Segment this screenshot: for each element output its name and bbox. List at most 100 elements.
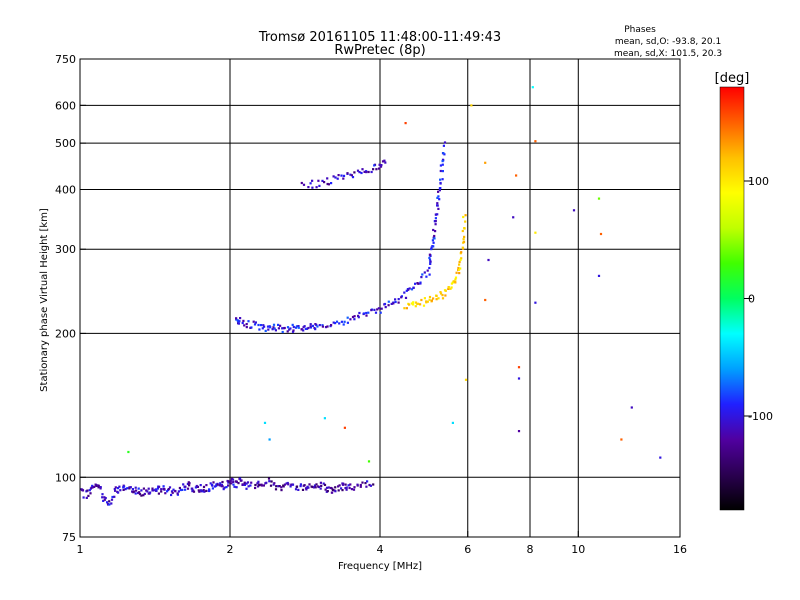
data-point bbox=[441, 163, 444, 166]
data-point bbox=[620, 438, 623, 441]
data-point bbox=[134, 492, 137, 495]
data-point bbox=[405, 289, 408, 292]
data-point bbox=[307, 486, 310, 489]
data-point bbox=[269, 326, 272, 329]
data-point bbox=[470, 104, 473, 107]
data-point bbox=[267, 328, 270, 331]
data-point bbox=[322, 482, 325, 485]
data-point bbox=[366, 480, 369, 483]
data-point bbox=[405, 307, 408, 310]
data-point bbox=[350, 488, 353, 491]
data-point bbox=[101, 493, 104, 496]
data-point bbox=[184, 488, 187, 491]
data-point bbox=[346, 321, 349, 324]
data-point bbox=[237, 322, 240, 325]
data-point bbox=[358, 171, 361, 174]
colorbar bbox=[719, 86, 745, 511]
data-point bbox=[357, 316, 360, 319]
data-point bbox=[433, 237, 436, 240]
data-point bbox=[106, 501, 109, 504]
data-point bbox=[441, 297, 445, 300]
data-point bbox=[126, 487, 129, 490]
data-point bbox=[192, 490, 196, 493]
data-point bbox=[375, 168, 378, 171]
data-point bbox=[279, 324, 282, 327]
data-point bbox=[363, 170, 366, 173]
data-point bbox=[455, 271, 458, 274]
data-point bbox=[353, 318, 356, 321]
data-point bbox=[443, 141, 447, 144]
data-point bbox=[166, 490, 169, 493]
data-point bbox=[205, 484, 208, 487]
data-point bbox=[428, 256, 431, 259]
data-point bbox=[452, 280, 455, 283]
data-point bbox=[172, 488, 175, 491]
data-point bbox=[273, 327, 276, 330]
data-point bbox=[160, 488, 163, 491]
data-point bbox=[345, 486, 348, 489]
data-point bbox=[301, 488, 305, 491]
chart-title: Tromsø 20161105 11:48:00-11:49:43 bbox=[258, 30, 501, 45]
data-point bbox=[346, 172, 349, 175]
data-point bbox=[315, 323, 318, 326]
data-point bbox=[429, 260, 432, 263]
data-point bbox=[426, 300, 429, 303]
data-point bbox=[155, 489, 158, 492]
data-point bbox=[404, 122, 407, 125]
data-point bbox=[394, 298, 397, 301]
data-point bbox=[387, 304, 390, 307]
data-point bbox=[243, 483, 246, 486]
data-point bbox=[392, 302, 395, 305]
data-point bbox=[326, 182, 329, 186]
data-point bbox=[262, 484, 265, 487]
data-point bbox=[181, 488, 184, 491]
data-point bbox=[361, 481, 364, 484]
data-point bbox=[487, 258, 490, 262]
data-point bbox=[414, 282, 417, 285]
data-point bbox=[340, 487, 343, 490]
data-point bbox=[380, 164, 383, 167]
x-tick-label: 8 bbox=[527, 543, 534, 556]
data-point bbox=[659, 456, 662, 459]
data-point bbox=[351, 176, 355, 179]
data-point bbox=[174, 489, 177, 493]
data-point bbox=[117, 491, 120, 494]
data-point bbox=[291, 323, 294, 326]
data-point bbox=[307, 186, 310, 189]
data-point bbox=[394, 300, 397, 304]
data-point bbox=[106, 503, 110, 506]
data-point bbox=[283, 483, 286, 486]
data-point bbox=[283, 326, 286, 330]
data-point bbox=[235, 486, 238, 489]
x-tick-label: 1 bbox=[77, 543, 84, 556]
data-point bbox=[327, 486, 330, 489]
data-point bbox=[362, 312, 365, 315]
data-point bbox=[384, 161, 387, 164]
data-point bbox=[158, 485, 161, 488]
data-point bbox=[241, 483, 244, 486]
data-point bbox=[280, 486, 283, 489]
data-point bbox=[95, 484, 98, 487]
data-point bbox=[177, 490, 180, 493]
data-point bbox=[434, 223, 437, 226]
data-point bbox=[484, 298, 487, 302]
data-point bbox=[423, 271, 426, 274]
data-point bbox=[138, 491, 141, 494]
data-point bbox=[436, 202, 439, 205]
data-point bbox=[344, 487, 347, 490]
data-point bbox=[291, 330, 295, 333]
data-point bbox=[314, 328, 317, 331]
data-point bbox=[114, 486, 117, 489]
data-point bbox=[88, 489, 91, 492]
data-point bbox=[249, 484, 252, 487]
data-point bbox=[297, 326, 300, 329]
data-point bbox=[131, 488, 134, 491]
data-point bbox=[237, 482, 240, 485]
data-point bbox=[309, 323, 312, 326]
data-point bbox=[178, 486, 181, 490]
data-point bbox=[597, 274, 601, 277]
data-point bbox=[430, 299, 433, 302]
data-point bbox=[419, 282, 422, 285]
data-point bbox=[140, 494, 143, 497]
data-point bbox=[454, 280, 457, 283]
